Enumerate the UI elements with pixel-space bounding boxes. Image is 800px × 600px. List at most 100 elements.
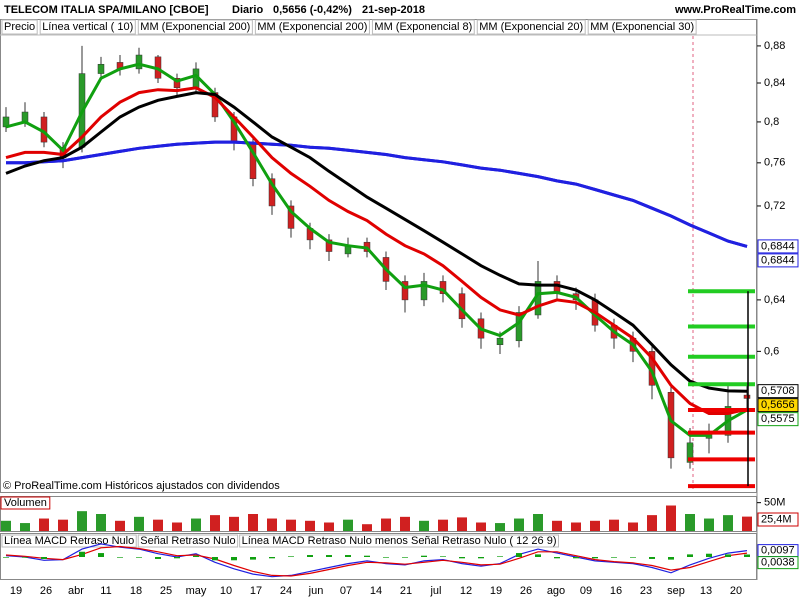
price-label: 0,6844 xyxy=(761,254,795,266)
price-label-box xyxy=(757,253,799,268)
legend-entry: Línea MACD Retraso Nulo menos Señal Retr… xyxy=(242,535,557,547)
header-title: TELECOM ITALIA SPA/MILANO [CBOE] xyxy=(4,4,209,16)
x-tick-label: ago xyxy=(547,585,565,597)
volume-bar xyxy=(476,522,486,531)
legend-box xyxy=(587,19,697,35)
x-tick-label: 17 xyxy=(250,585,262,597)
legend-box xyxy=(137,534,239,548)
header-quote: 0,5656 (-0,42%) xyxy=(273,4,352,16)
legend-entry: Línea vertical ( 10) xyxy=(42,21,133,33)
legend-box xyxy=(1,19,38,35)
volume-bar xyxy=(742,516,752,531)
moving-average xyxy=(5,86,748,415)
volume-bar xyxy=(514,518,524,531)
macd-histogram-bar xyxy=(155,557,161,559)
candle-body xyxy=(515,312,523,342)
candle-body xyxy=(287,205,295,229)
volume-bar xyxy=(495,523,505,531)
candle-body xyxy=(496,337,504,345)
macd-histogram-bar xyxy=(649,557,655,559)
candle-body xyxy=(686,442,694,463)
volume-bar xyxy=(381,518,391,531)
x-tick-label: 26 xyxy=(520,585,532,597)
candle-body xyxy=(743,394,751,399)
price-label-box xyxy=(757,384,799,399)
volume-bar xyxy=(210,515,220,531)
volume-bar xyxy=(628,522,638,531)
macd-histogram-bar xyxy=(668,557,674,560)
y-tick-label: 0,72 xyxy=(764,200,785,212)
x-tick-label: 21 xyxy=(400,585,412,597)
macd-histogram-bar xyxy=(706,553,712,557)
macd-histogram-bar xyxy=(554,557,560,559)
volume-bar xyxy=(286,519,296,531)
macd-histogram-bar xyxy=(630,557,636,558)
macd-histogram-bar xyxy=(79,551,85,557)
volume-bar xyxy=(1,520,11,531)
price-label-box xyxy=(757,412,799,427)
macd-histogram-bar xyxy=(250,557,256,560)
header-site: www.ProRealTime.com xyxy=(674,4,796,16)
legend-box xyxy=(137,19,253,35)
note: © ProRealTime.com Históricos ajustados c… xyxy=(3,480,280,492)
x-tick-label: jun xyxy=(308,585,324,597)
x-tick-label: 25 xyxy=(160,585,172,597)
x-tick-label: 19 xyxy=(490,585,502,597)
macd-histogram-bar xyxy=(364,555,370,557)
x-tick-label: may xyxy=(186,585,207,597)
candle-body xyxy=(401,281,409,301)
price-label: 0,5575 xyxy=(761,413,795,425)
macd-histogram-bar xyxy=(288,556,294,557)
volume-title: Volumen xyxy=(4,497,47,509)
volume-bar xyxy=(267,518,277,531)
macd-histogram-bar xyxy=(402,557,408,558)
volume-bar xyxy=(571,522,581,531)
macd-histogram-bar xyxy=(592,557,598,559)
volume-bar xyxy=(647,515,657,531)
volume-bar xyxy=(39,518,49,531)
macd-histogram-bar xyxy=(231,557,237,561)
volume-bar xyxy=(438,519,448,531)
volume-bar xyxy=(723,515,733,531)
legend-box xyxy=(239,534,559,548)
header-date: 21-sep-2018 xyxy=(362,4,425,16)
volume-title-box xyxy=(0,496,51,510)
macd-histogram-bar xyxy=(725,554,731,557)
volume-label: 25,4M xyxy=(761,513,792,525)
macd-histogram-bar xyxy=(459,557,465,559)
macd-histogram-bar xyxy=(611,557,617,558)
legend-entry: MM (Exponencial 8) xyxy=(374,21,472,33)
macd-label-box xyxy=(757,556,799,570)
legend-box xyxy=(39,19,136,35)
volume-bar xyxy=(248,514,258,531)
y-tick-label: 0,6 xyxy=(764,345,779,357)
macd-histogram-bar xyxy=(744,554,750,557)
macd-histogram-bar xyxy=(136,557,142,558)
price-label: 0,5708 xyxy=(761,385,795,397)
volume-bar xyxy=(609,519,619,531)
macd-histogram-bar xyxy=(98,553,104,557)
price-label: 0,5656 xyxy=(761,399,795,411)
candle-body xyxy=(420,281,428,301)
x-tick-label: jul xyxy=(429,585,441,597)
moving-average xyxy=(6,140,748,248)
macd-line xyxy=(5,545,748,577)
volume-bar xyxy=(343,519,353,531)
legend-box xyxy=(371,19,475,35)
volume-bar xyxy=(305,520,315,531)
x-tick-label: 26 xyxy=(40,585,52,597)
volume-bar xyxy=(153,519,163,531)
volume-bar xyxy=(552,520,562,531)
volume-bar xyxy=(457,517,467,531)
x-tick-label: sep xyxy=(667,585,685,597)
macd-histogram-bar xyxy=(41,557,47,559)
x-tick-label: abr xyxy=(68,585,84,597)
macd-histogram-bar xyxy=(307,555,313,557)
x-tick-label: 10 xyxy=(220,585,232,597)
legend-entry: Precio xyxy=(4,21,35,33)
macd-histogram-bar xyxy=(193,555,199,557)
macd-histogram-bar xyxy=(326,555,332,557)
x-tick-label: 12 xyxy=(460,585,472,597)
volume-bar xyxy=(77,511,87,531)
